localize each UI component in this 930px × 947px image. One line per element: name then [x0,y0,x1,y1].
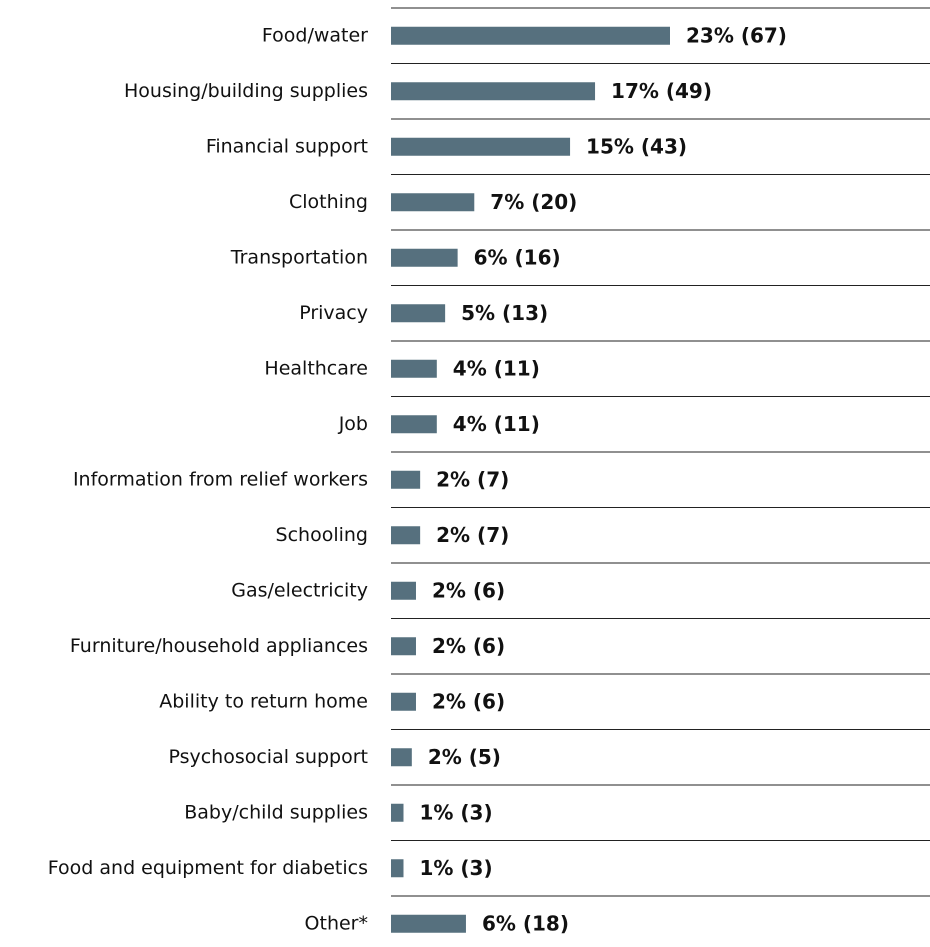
bar [391,415,437,434]
value-label: 5% (13) [461,301,548,325]
bar [391,803,404,822]
value-label: 1% (3) [419,800,492,824]
value-label: 23% (67) [686,23,787,47]
category-label: Housing/building supplies [124,80,368,102]
value-label: 2% (7) [436,523,509,547]
bar [391,26,670,45]
value-label: 2% (6) [432,634,505,658]
category-label: Financial support [206,135,368,157]
bar [391,581,416,600]
value-label: 6% (16) [474,245,561,269]
bar [391,637,416,656]
value-label: 7% (20) [490,190,577,214]
category-label: Food/water [262,24,368,46]
bar [391,692,416,711]
value-label: 6% (18) [482,911,569,935]
bar [391,359,437,378]
category-label: Furniture/household appliances [70,635,368,657]
value-label: 1% (3) [419,856,492,880]
category-label: Psychosocial support [168,746,368,768]
category-label: Food and equipment for diabetics [48,857,368,879]
value-label: 2% (6) [432,689,505,713]
category-label: Transportation [230,246,368,268]
category-label: Other* [305,912,368,934]
bar [391,914,466,933]
bar [391,526,421,545]
value-label: 2% (5) [428,745,501,769]
value-label: 2% (7) [436,467,509,491]
category-label: Gas/electricity [231,579,368,601]
bar [391,248,458,267]
category-label: Baby/child supplies [184,801,368,823]
category-label: Job [338,413,368,435]
value-label: 17% (49) [611,79,712,103]
value-label: 15% (43) [586,134,687,158]
value-label: 4% (11) [453,412,540,436]
category-label: Healthcare [264,357,368,379]
category-label: Privacy [299,302,368,324]
bar [391,748,412,767]
bar [391,193,475,212]
category-label: Ability to return home [159,690,368,712]
value-label: 2% (6) [432,578,505,602]
value-label: 4% (11) [453,356,540,380]
bar [391,137,571,156]
bar [391,470,421,489]
category-label: Clothing [289,191,368,213]
bar [391,304,446,323]
category-label: Information from relief workers [73,468,368,490]
bar [391,82,596,101]
category-label: Schooling [276,524,368,546]
bar [391,859,404,878]
